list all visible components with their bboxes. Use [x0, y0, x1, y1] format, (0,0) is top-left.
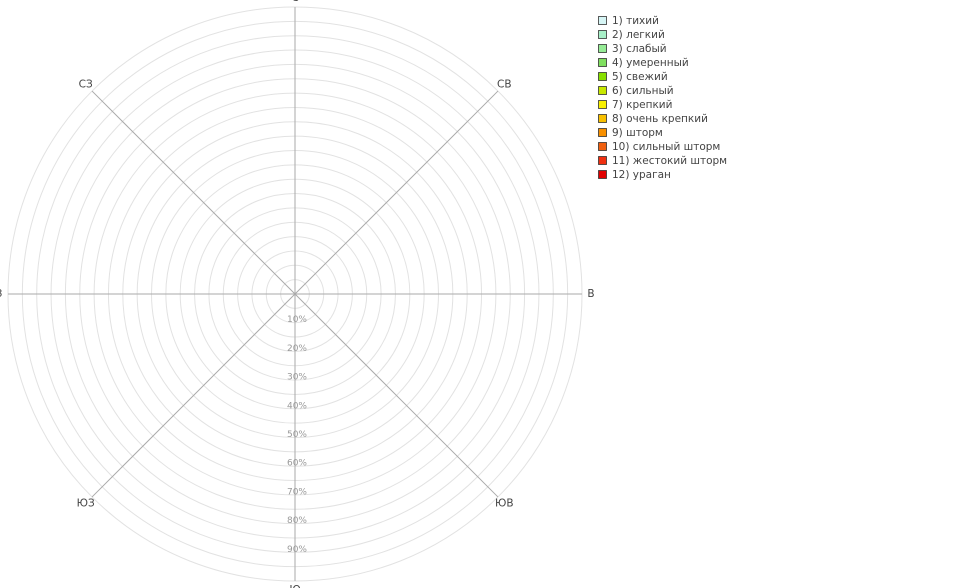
direction-label: ЮВ [495, 497, 514, 509]
legend-swatch[interactable] [598, 142, 607, 151]
legend-label[interactable]: 2) легкий [612, 29, 665, 41]
direction-axis [294, 90, 499, 295]
direction-label: СЗ [79, 79, 93, 91]
r-tick-label: 20% [287, 344, 307, 354]
legend-swatch[interactable] [598, 156, 607, 165]
legend-label[interactable]: 3) слабый [612, 43, 667, 55]
r-tick-label: 60% [287, 459, 307, 469]
legend-label[interactable]: 11) жестокий шторм [612, 155, 727, 167]
r-tick-label: 90% [287, 545, 307, 555]
direction-axis [91, 90, 296, 295]
legend-label[interactable]: 9) шторм [612, 127, 663, 139]
direction-axis [91, 293, 296, 498]
legend-label[interactable]: 1) тихий [612, 15, 659, 27]
legend-swatch[interactable] [598, 128, 607, 137]
legend-label[interactable]: 6) сильный [612, 85, 674, 97]
legend-swatch[interactable] [598, 86, 607, 95]
r-tick-label: 80% [287, 516, 307, 526]
legend-swatch[interactable] [598, 44, 607, 53]
legend-swatch[interactable] [598, 58, 607, 67]
legend-label[interactable]: 4) умеренный [612, 57, 689, 69]
r-tick-label: 10% [287, 315, 307, 325]
legend-label[interactable]: 8) очень крепкий [612, 113, 708, 125]
r-tick-label: 40% [287, 401, 307, 411]
legend-swatch[interactable] [598, 100, 607, 109]
direction-label: СВ [497, 79, 512, 91]
legend-label[interactable]: 7) крепкий [612, 99, 672, 111]
direction-label: З [0, 288, 3, 300]
direction-label: ЮЗ [77, 497, 95, 509]
legend-label[interactable]: 10) сильный шторм [612, 141, 720, 153]
legend-label[interactable]: 12) ураган [612, 169, 671, 181]
legend-label[interactable]: 5) свежий [612, 71, 668, 83]
direction-label: В [587, 288, 594, 300]
legend-swatch[interactable] [598, 114, 607, 123]
r-tick-label: 70% [287, 487, 307, 497]
direction-label: Ю [289, 584, 300, 588]
r-tick-label: 50% [287, 430, 307, 440]
r-tick-label: 30% [287, 373, 307, 383]
direction-label: С [291, 0, 298, 4]
direction-axis [294, 293, 499, 498]
legend-swatch[interactable] [598, 72, 607, 81]
legend-swatch[interactable] [598, 30, 607, 39]
legend-swatch[interactable] [598, 170, 607, 179]
legend-swatch[interactable] [598, 16, 607, 25]
